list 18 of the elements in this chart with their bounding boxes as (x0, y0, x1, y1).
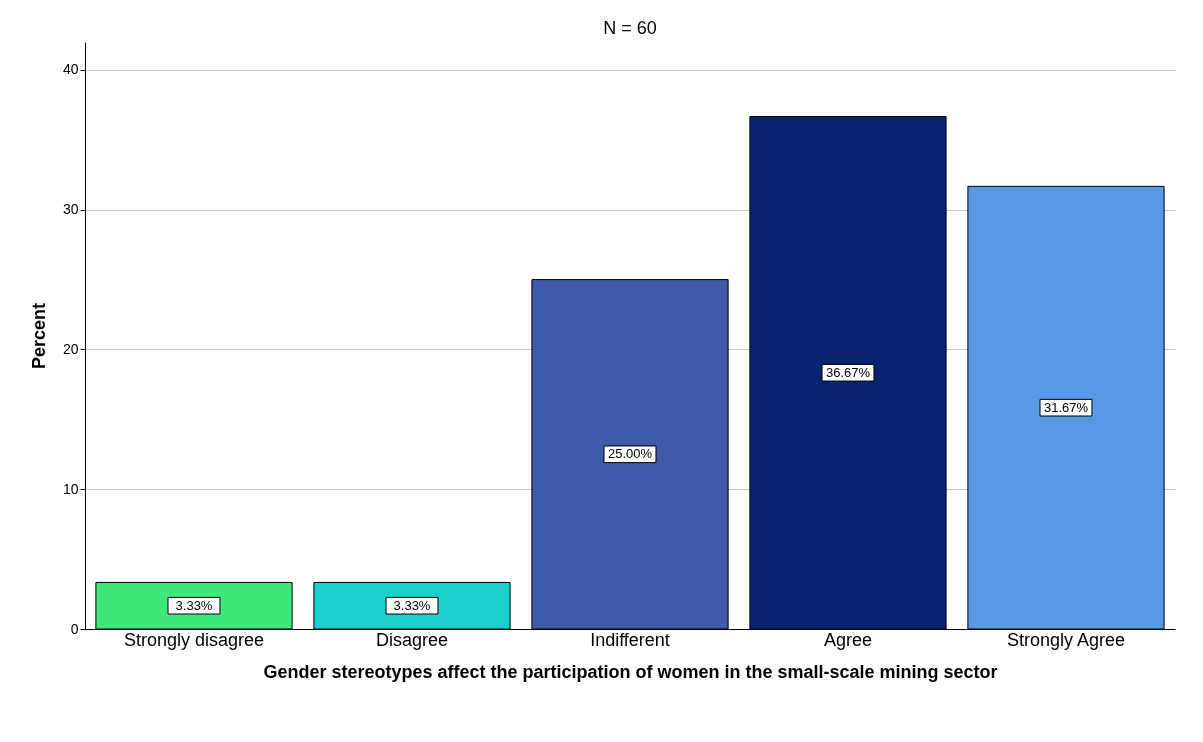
data-label: 3.33% (393, 597, 431, 613)
y-tick-label: 20 (62, 340, 79, 357)
data-label: 25.00% (607, 446, 653, 462)
y-tick-label: 10 (62, 480, 79, 497)
y-tick-label: 40 (62, 61, 79, 78)
x-tick-label: Strongly Agree (1006, 629, 1126, 650)
data-label: 3.33% (175, 597, 213, 613)
chart-title: N = 60 (603, 18, 657, 38)
y-tick-label: 30 (62, 201, 79, 218)
x-tick-label: Disagree (375, 629, 449, 650)
data-label: 36.67% (825, 364, 871, 380)
y-tick-label: 0 (70, 620, 79, 637)
x-tick-label: Indifferent (590, 629, 670, 650)
x-tick-label: Agree (823, 629, 873, 650)
data-label: 31.67% (1043, 399, 1089, 415)
y-axis-title: Percent (28, 302, 49, 370)
x-axis-title: Gender stereotypes affect the participation of women in the small-scale mining sector (263, 661, 998, 682)
x-tick-label: Strongly disagree (123, 629, 265, 650)
